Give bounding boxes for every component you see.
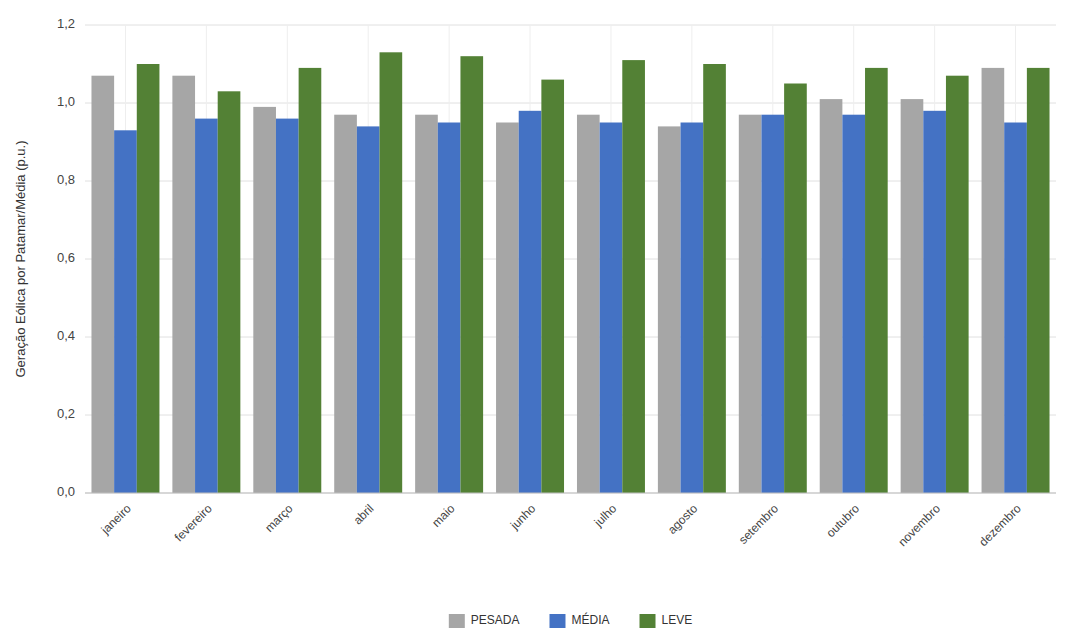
bar <box>460 56 483 493</box>
y-axis-label: Geração Eólica por Patamar/Média (p.u.) <box>13 141 28 378</box>
x-tick-label: março <box>262 501 296 535</box>
legend-swatch <box>640 614 656 628</box>
legend-item: MÉDIA <box>549 612 609 628</box>
bar <box>114 130 137 493</box>
legend-item: LEVE <box>640 613 693 628</box>
bar <box>218 91 241 493</box>
bar <box>946 76 969 493</box>
y-tick-label: 0,2 <box>57 406 75 421</box>
y-tick-label: 0,8 <box>57 172 75 187</box>
bar <box>577 115 600 493</box>
y-tick-label: 0,4 <box>57 328 75 343</box>
y-tick-label: 0,6 <box>57 250 75 265</box>
bar <box>982 68 1005 493</box>
bar <box>842 115 865 493</box>
x-tick-label: agosto <box>665 501 701 537</box>
x-tick-label: abril <box>351 501 377 527</box>
chart: 0,0 0,2 0,4 0,6 0,8 1,0 1,2 Geração Eólica por … <box>0 0 1076 643</box>
bar <box>438 123 461 494</box>
x-tick-label: fevereiro <box>172 501 215 544</box>
y-axis: 0,0 0,2 0,4 0,6 0,8 1,0 1,2 <box>57 16 75 499</box>
legend-item: PESADA <box>449 613 520 628</box>
x-tick-label: setembro <box>736 501 782 547</box>
bar <box>91 76 114 493</box>
x-tick-label: maio <box>429 501 458 530</box>
bar <box>820 99 843 493</box>
legend-swatch <box>549 614 565 628</box>
legend-label: MÉDIA <box>571 612 609 627</box>
bar <box>784 84 807 494</box>
bar <box>1004 123 1027 494</box>
x-tick-label: janeiro <box>98 501 134 537</box>
bar <box>357 126 380 493</box>
grid <box>85 25 1056 493</box>
y-tick-label: 0,0 <box>57 484 75 499</box>
bar <box>600 123 623 494</box>
x-axis: janeiro fevereiro março abril maio junho julho… <box>98 501 1024 549</box>
bar <box>658 126 681 493</box>
legend-label: LEVE <box>662 613 693 627</box>
bar <box>865 68 888 493</box>
bar <box>334 115 357 493</box>
bar <box>739 115 762 493</box>
bar <box>496 123 519 494</box>
bar <box>519 111 542 493</box>
bar <box>761 115 784 493</box>
y-tick-label: 1,2 <box>57 16 75 31</box>
x-tick-label: junho <box>507 501 539 533</box>
bar <box>703 64 726 493</box>
x-tick-label: outubro <box>823 501 862 540</box>
bar <box>380 52 403 493</box>
bar <box>195 119 218 493</box>
x-tick-label: novembro <box>895 501 943 549</box>
bar <box>901 99 924 493</box>
bar <box>253 107 276 493</box>
bars <box>91 52 1049 493</box>
bar <box>681 123 704 494</box>
grid-line-y <box>85 493 1056 494</box>
x-axis-line <box>85 493 1056 494</box>
bar <box>276 119 299 493</box>
grid-line-y <box>85 25 1056 26</box>
bar <box>415 115 438 493</box>
bar <box>622 60 645 493</box>
legend-swatch <box>449 614 465 628</box>
bar <box>923 111 946 493</box>
bar <box>172 76 195 493</box>
bar <box>299 68 322 493</box>
bar <box>541 80 564 493</box>
bar <box>1027 68 1050 493</box>
y-tick-label: 1,0 <box>57 94 75 109</box>
x-tick-label: julho <box>591 501 620 530</box>
bar <box>137 64 160 493</box>
x-tick-label: dezembro <box>976 501 1024 549</box>
legend: PESADA MÉDIA LEVE <box>449 612 692 628</box>
legend-label: PESADA <box>471 613 520 627</box>
